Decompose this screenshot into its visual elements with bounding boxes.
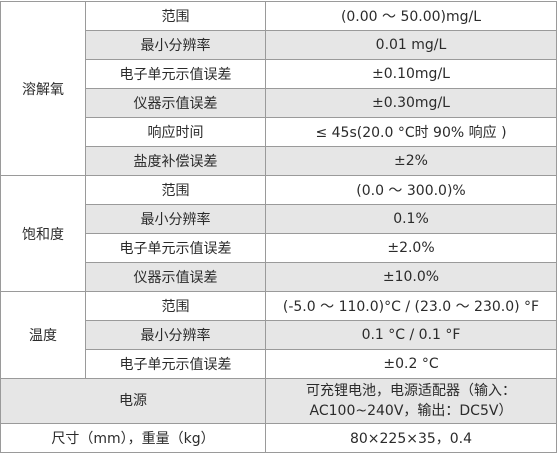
spec-table: 溶解氧 范围 (0.00 ～ 50.00)mg/L 最小分辨率 0.01 mg/L 电子单… (0, 1, 557, 453)
group-label: 温度 (0, 291, 86, 379)
table-row: 温度 范围 (-5.0 ～ 110.0)°C / (23.0 ～ 230.0) °F (0, 291, 557, 379)
value-cell: ≤ 45s(20.0 °C时 90% 响应 ) (265, 117, 557, 147)
footer-value: 可充锂电池，电源适配器（输入： AC100~240V，输出：DC5V） (265, 378, 557, 424)
group-label: 溶解氧 (0, 1, 86, 176)
param-cell: 电子单元示值误差 (85, 349, 266, 379)
table-row: 溶解氧 范围 (0.00 ～ 50.00)mg/L (0, 1, 557, 176)
param-cell: 最小分辨率 (85, 320, 266, 350)
value-cell: ±0.2 °C (265, 349, 557, 379)
value-line: 可充锂电池，电源适配器（输入： (306, 383, 516, 399)
group-label: 饱和度 (0, 175, 86, 292)
param-cell: 范围 (85, 291, 266, 321)
table-row: 最小分辨率 0.01 mg/L (1, 30, 557, 60)
table-row: 电源 可充锂电池，电源适配器（输入： AC100~240V，输出：DC5V） (0, 378, 557, 424)
param-cell: 电子单元示值误差 (85, 59, 266, 89)
param-cell: 仪器示值误差 (85, 88, 266, 118)
value-cell: ±0.30mg/L (265, 88, 557, 118)
param-cell: 盐度补偿误差 (85, 146, 266, 176)
table-row: 仪器示值误差 ±10.0% (1, 262, 557, 292)
footer-value: 80×225×35，0.4 (265, 423, 557, 453)
value-cell: (0.0 ～ 300.0)% (265, 175, 557, 205)
value-cell: (-5.0 ～ 110.0)°C / (23.0 ～ 230.0) °F (265, 291, 557, 321)
value-cell: ±2.0% (265, 233, 557, 263)
value-cell: 0.1% (265, 204, 557, 234)
footer-label: 尺寸（mm），重量（kg） (0, 423, 266, 453)
footer-label: 电源 (0, 378, 266, 424)
param-cell: 范围 (85, 175, 266, 205)
param-cell: 响应时间 (85, 117, 266, 147)
value-cell: ±2% (265, 146, 557, 176)
table-row: 仪器示值误差 ±0.30mg/L (1, 88, 557, 118)
table-body: 溶解氧 范围 (0.00 ～ 50.00)mg/L 最小分辨率 0.01 mg/L 电子单… (0, 1, 557, 453)
table-row: 最小分辨率 0.1% (1, 204, 557, 234)
table-row: 电子单元示值误差 ±0.2 °C (1, 349, 557, 379)
value-cell: (0.00 ～ 50.00)mg/L (265, 1, 557, 31)
value-cell: 0.01 mg/L (265, 30, 557, 60)
param-cell: 电子单元示值误差 (85, 233, 266, 263)
value-cell: ±0.10mg/L (265, 59, 557, 89)
value-line: AC100~240V，输出：DC5V） (309, 403, 513, 419)
table-row: 饱和度 范围 (0.0 ～ 300.0)% (0, 175, 557, 292)
table-row: 盐度补偿误差 ±2% (1, 146, 557, 176)
value-cell: ±10.0% (265, 262, 557, 292)
value-line: 80×225×35，0.4 (349, 431, 473, 447)
table-row: 尺寸（mm），重量（kg） 80×225×35，0.4 (0, 423, 557, 453)
param-cell: 最小分辨率 (85, 30, 266, 60)
table-row: 最小分辨率 0.1 °C / 0.1 °F (1, 320, 557, 350)
param-cell: 仪器示值误差 (85, 262, 266, 292)
param-cell: 最小分辨率 (85, 204, 266, 234)
table-row: 电子单元示值误差 ±0.10mg/L (1, 59, 557, 89)
param-cell: 范围 (85, 1, 266, 31)
table-row: 响应时间 ≤ 45s(20.0 °C时 90% 响应 ) (1, 117, 557, 147)
value-cell: 0.1 °C / 0.1 °F (265, 320, 557, 350)
